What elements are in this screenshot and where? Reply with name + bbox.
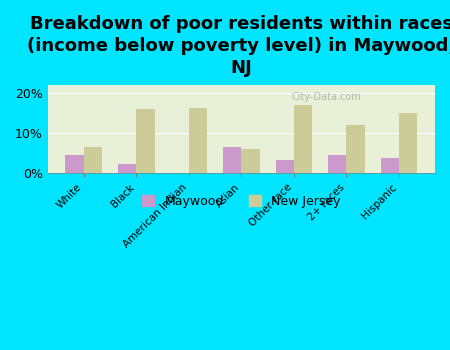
Bar <box>346 125 365 173</box>
Bar <box>328 155 346 173</box>
Bar <box>136 108 155 173</box>
Legend: Maywood, New Jersey: Maywood, New Jersey <box>137 190 346 213</box>
Bar <box>294 105 312 173</box>
Bar <box>84 147 102 173</box>
Bar <box>381 158 399 173</box>
Title: Breakdown of poor residents within races
(income below poverty level) in Maywood: Breakdown of poor residents within races… <box>27 15 450 77</box>
Bar <box>189 108 207 173</box>
Bar <box>223 147 241 173</box>
Bar <box>399 113 418 173</box>
Bar <box>65 155 84 173</box>
Bar <box>118 164 136 173</box>
Bar <box>241 149 260 173</box>
Bar <box>275 160 294 173</box>
Text: City-Data.com: City-Data.com <box>292 92 361 103</box>
